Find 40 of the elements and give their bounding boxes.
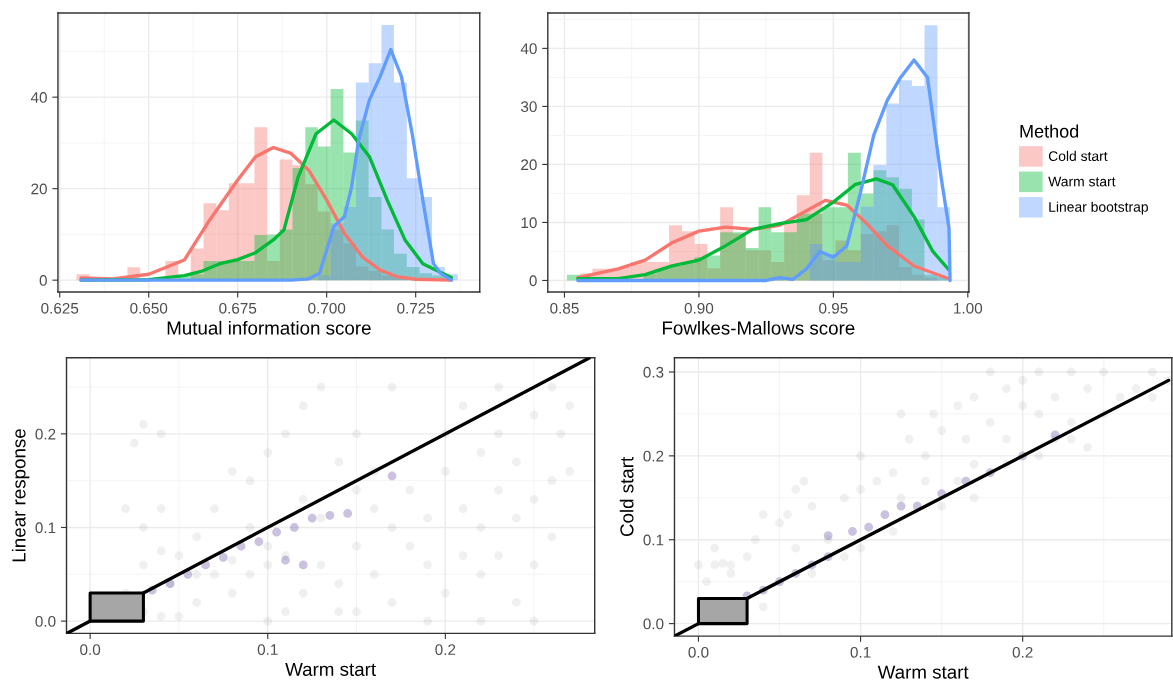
legend-label: Warm start [1048,176,1116,187]
y-tick-label: 0.2 [35,428,56,440]
y-tick-label: 10 [521,217,537,229]
y-tick-label: 0.0 [35,615,56,627]
x-tick-label: 0.650 [130,302,168,314]
y-tick-label: 20 [31,183,47,195]
x-axis-title: Warm start [285,662,376,676]
y-axis-title: Cold start [619,456,634,537]
x-tick-label: 0.0 [80,644,101,656]
x-tick-label: 1.00 [954,302,983,314]
y-tick-label: 0 [529,275,537,287]
y-tick-label: 0.2 [643,450,664,462]
x-tick-label: 0.625 [41,302,79,314]
y-tick-label: 0.1 [35,522,56,534]
x-tick-label: 0.1 [850,646,871,658]
y-tick-label: 20 [521,159,537,171]
x-tick-label: 0.700 [308,302,346,314]
y-tick-label: 40 [520,43,537,55]
x-axis-title: Fowlkes-Mallows score [662,320,855,335]
x-tick-label: 0.90 [684,302,714,314]
x-tick-label: 0.1 [257,644,278,656]
y-tick-label: 0.0 [643,618,664,630]
legend-title: Method [1020,124,1079,138]
x-tick-label: 0.85 [550,302,579,314]
legend-label: Linear bootstrap [1049,201,1148,215]
x-tick-label: 0.725 [397,302,435,314]
legend-label: Cold start [1048,150,1108,162]
y-tick-label: 0.3 [643,366,664,378]
x-tick-label: 0.2 [1012,646,1033,658]
y-tick-label: 40 [30,92,47,103]
y-axis-title: Linear response [11,429,30,562]
x-axis-title: Mutual information score [167,320,371,335]
y-tick-label: 30 [520,101,537,113]
x-tick-label: 0.675 [219,302,257,314]
x-tick-label: 0.0 [688,646,709,658]
x-axis-title: Warm start [877,665,969,679]
y-tick-label: 0 [39,275,47,286]
x-tick-label: 0.2 [435,644,456,656]
x-tick-label: 0.95 [819,302,848,314]
y-tick-label: 0.1 [643,534,664,546]
